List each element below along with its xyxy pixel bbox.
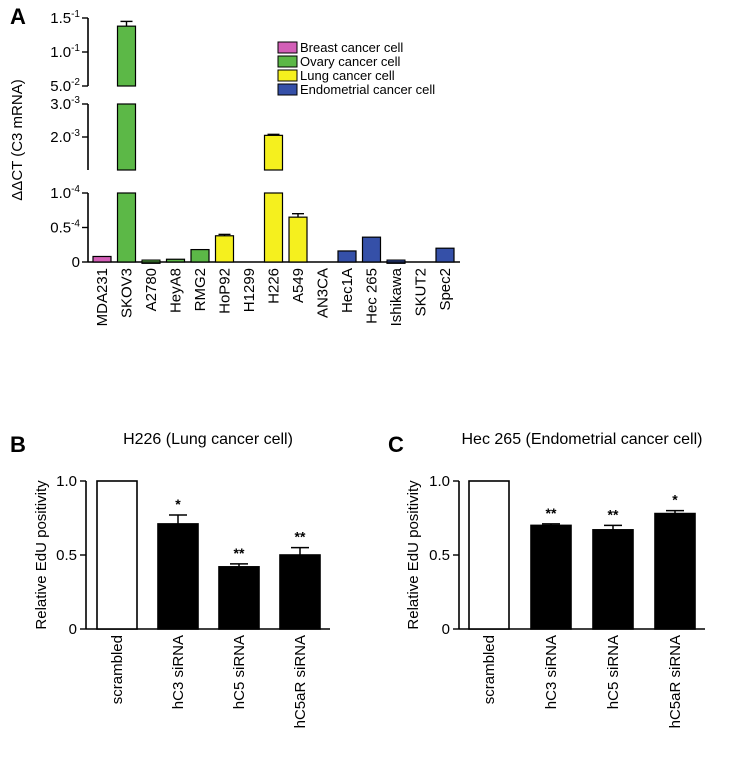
bar-h226 bbox=[263, 192, 284, 263]
x-tick-label-skut2: SKUT2 bbox=[413, 268, 430, 316]
bar-skov3 bbox=[116, 25, 137, 87]
y-tick-label: 0 bbox=[72, 254, 80, 271]
panel-a-chart: 0 0.5-4 1.0-4 2.0-3 3.0-35.0-2 1.0-1 1.5-1 ΔΔCT… bbox=[9, 9, 460, 326]
bar-ishikawa bbox=[386, 259, 406, 263]
significance-marker-hc3-sirna: ** bbox=[546, 505, 557, 521]
x-tick-label-an3ca: AN3CA bbox=[315, 268, 332, 318]
x-tick-label-rmg2: RMG2 bbox=[192, 268, 209, 311]
legend-swatch-breast-cancer-cell bbox=[277, 41, 298, 54]
legend-label-breast-cancer-cell: Breast cancer cell bbox=[300, 40, 403, 55]
x-tick-label-hc3-sirna: hC3 siRNA bbox=[543, 635, 560, 709]
x-tick-label-hec1a: Hec1A bbox=[339, 268, 356, 313]
legend-label-ovary-cancer-cell: Ovary cancer cell bbox=[300, 54, 401, 69]
x-tick-label-mda231: MDA231 bbox=[94, 268, 111, 326]
bar-hc5-sirna bbox=[592, 529, 634, 630]
y-axis-title: Relative EdU positivity bbox=[405, 480, 422, 630]
bar-hec-265 bbox=[361, 236, 382, 263]
y-tick-label: 0 bbox=[69, 621, 77, 638]
bar-hop92 bbox=[214, 235, 235, 263]
bar-hc3-sirna bbox=[530, 524, 572, 630]
x-tick-label-hop92: HoP92 bbox=[217, 268, 234, 314]
y-tick-label: 1.5-1 bbox=[50, 9, 80, 27]
y-tick-label: 3.0-3 bbox=[50, 95, 80, 113]
bar-hc3-sirna bbox=[157, 523, 199, 630]
legend-label-lung-cancer-cell: Lung cancer cell bbox=[300, 68, 395, 83]
y-tick-label: 2.0-3 bbox=[50, 128, 80, 146]
bar-mda231 bbox=[92, 255, 112, 263]
bar-hc5ar-sirna bbox=[654, 512, 696, 630]
x-tick-label-ishikawa: Ishikawa bbox=[388, 267, 405, 326]
bar-hc5-sirna bbox=[218, 566, 260, 630]
bar-h226 bbox=[263, 134, 284, 171]
legend-swatch-endometrial-cancer-cell bbox=[277, 83, 298, 96]
y-tick-label: 1.0 bbox=[429, 473, 450, 490]
panel-label-a: A bbox=[10, 4, 26, 29]
bar-hc5ar-sirna bbox=[279, 554, 321, 630]
bar-a549 bbox=[288, 216, 308, 263]
y-tick-label: 0.5 bbox=[429, 547, 450, 564]
x-tick-label-a549: A549 bbox=[290, 268, 307, 303]
x-tick-label-hc5ar-sirna: hC5aR siRNA bbox=[667, 635, 684, 728]
x-tick-label-h1299: H1299 bbox=[241, 268, 258, 312]
x-tick-label-hc5-sirna: hC5 siRNA bbox=[231, 635, 248, 709]
bar-skov3 bbox=[116, 192, 137, 263]
y-tick-label: 0.5-4 bbox=[50, 219, 80, 237]
x-tick-label-scrambled: scrambled bbox=[481, 635, 498, 704]
y-tick-label: 5.0-2 bbox=[50, 77, 80, 95]
bar-heya8 bbox=[165, 258, 186, 263]
bar-a2780 bbox=[141, 259, 161, 263]
y-tick-label: 0 bbox=[442, 621, 450, 638]
bar-scrambled bbox=[468, 480, 510, 630]
y-axis-title: Relative EdU positivity bbox=[33, 480, 50, 630]
panel-label-c: C bbox=[388, 432, 404, 457]
x-tick-label-hc5ar-sirna: hC5aR siRNA bbox=[292, 635, 309, 728]
y-tick-label: 0.5 bbox=[56, 547, 77, 564]
significance-marker-hc3-sirna: * bbox=[175, 496, 181, 512]
legend-swatch-ovary-cancer-cell bbox=[277, 55, 298, 68]
bar-skov3 bbox=[116, 103, 137, 171]
x-tick-label-spec2: Spec2 bbox=[437, 268, 454, 311]
y-tick-label: 1.0 bbox=[56, 473, 77, 490]
x-tick-label-hc3-sirna: hC3 siRNA bbox=[170, 635, 187, 709]
x-tick-label-skov3: SKOV3 bbox=[119, 268, 136, 318]
y-tick-label: 1.0-1 bbox=[50, 43, 80, 61]
bar-scrambled bbox=[96, 480, 138, 630]
x-tick-label-hec-265: Hec 265 bbox=[364, 268, 381, 324]
chart-title: Hec 265 (Endometrial cancer cell) bbox=[462, 431, 703, 448]
significance-marker-hc5ar-sirna: * bbox=[672, 492, 678, 508]
chart-title: H226 (Lung cancer cell) bbox=[123, 431, 293, 448]
bar-spec2 bbox=[435, 247, 455, 263]
significance-marker-hc5ar-sirna: ** bbox=[295, 529, 306, 545]
x-tick-label-heya8: HeyA8 bbox=[168, 268, 185, 313]
x-tick-label-h226: H226 bbox=[266, 268, 283, 304]
significance-marker-hc5-sirna: ** bbox=[234, 545, 245, 561]
legend-label-endometrial-cancer-cell: Endometrial cancer cell bbox=[300, 82, 435, 97]
x-tick-label-a2780: A2780 bbox=[143, 268, 160, 311]
significance-marker-hc5-sirna: ** bbox=[608, 506, 619, 522]
bar-rmg2 bbox=[190, 248, 210, 263]
x-tick-label-hc5-sirna: hC5 siRNA bbox=[605, 635, 622, 709]
legend-swatch-lung-cancer-cell bbox=[277, 69, 298, 82]
x-tick-label-scrambled: scrambled bbox=[109, 635, 126, 704]
panel-b-chart: 0 0.5 1.0 Relative EdU positivity H226 (Lung… bbox=[33, 431, 330, 728]
panel-c-chart: 0 0.5 1.0 Relative EdU positivity Hec 265 (E… bbox=[405, 431, 705, 728]
y-axis-title: ΔΔCT (C3 mRNA) bbox=[9, 79, 26, 200]
panel-label-b: B bbox=[10, 432, 26, 457]
bar-hec1a bbox=[337, 250, 357, 263]
y-tick-label: 1.0-4 bbox=[50, 184, 80, 202]
